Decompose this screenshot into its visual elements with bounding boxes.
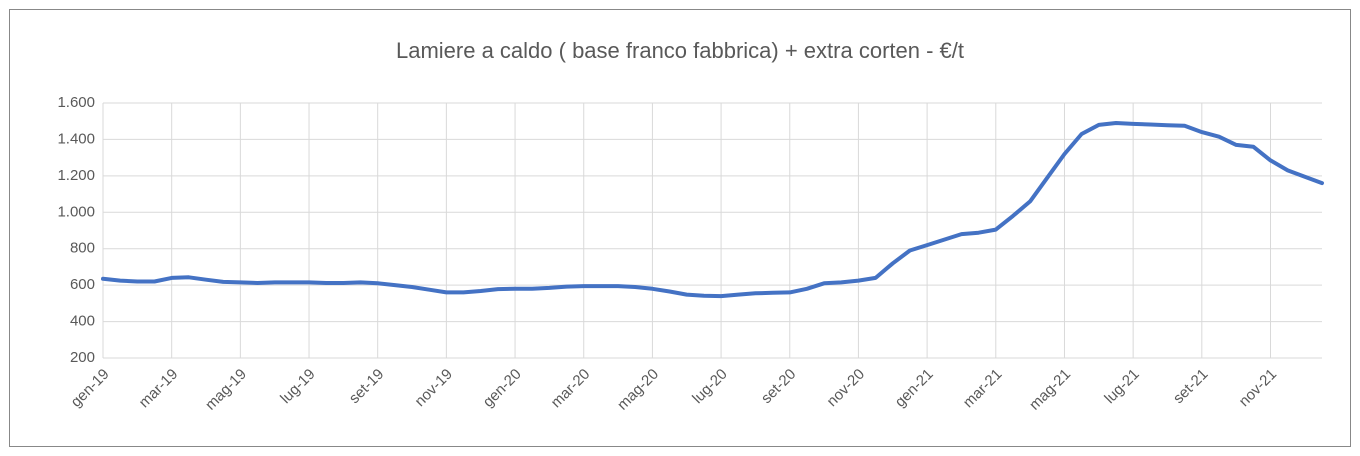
y-tick-label: 1.000: [57, 203, 95, 220]
y-tick-label: 600: [70, 276, 95, 293]
y-tick-label: 400: [70, 313, 95, 330]
y-tick-label: 1.400: [57, 130, 95, 147]
y-tick-label: 1.600: [57, 94, 95, 111]
chart-border: [9, 9, 1351, 447]
y-tick-label: 800: [70, 240, 95, 257]
line-series: [101, 121, 1324, 299]
y-tick-label: 200: [70, 349, 95, 366]
y-tick-label: 1.200: [57, 167, 95, 184]
chart-title: Lamiere a caldo ( base franco fabbrica) …: [396, 38, 964, 63]
